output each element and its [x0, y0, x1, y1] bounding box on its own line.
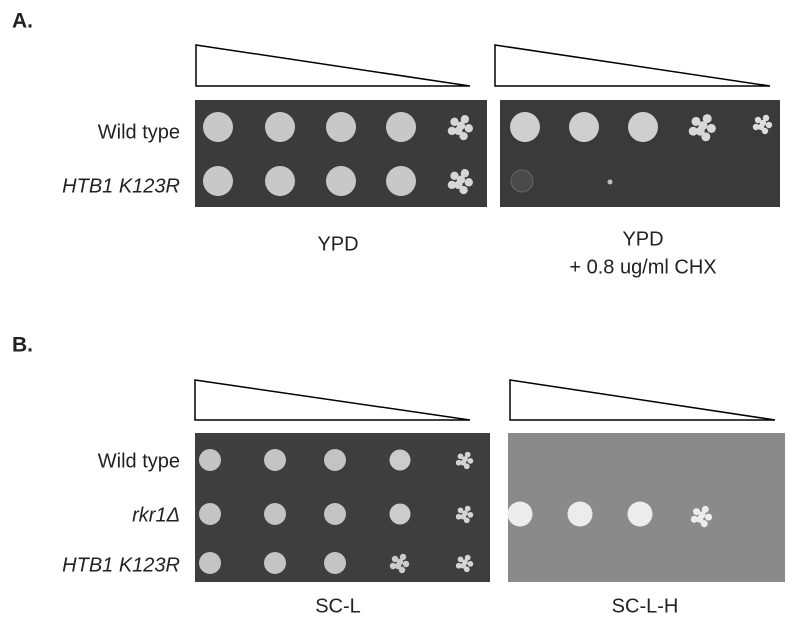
colony-spot — [464, 463, 470, 469]
colony-spot — [608, 180, 613, 185]
plate-caption: YPD — [317, 233, 358, 255]
colony-spot — [691, 516, 698, 523]
colony-spot — [456, 460, 462, 466]
strain-label: Wild type — [98, 121, 180, 143]
colony-spot — [386, 166, 416, 196]
colony-spot — [568, 502, 593, 527]
colony-spot — [464, 566, 470, 572]
plate-caption: SC-L-H — [612, 595, 679, 617]
colony-spot — [448, 181, 456, 189]
colony-spot — [399, 567, 405, 573]
colony-spot — [403, 561, 409, 567]
colony-spot — [462, 559, 468, 565]
strain-label: HTB1 K123R — [62, 554, 180, 576]
colony-spot — [390, 450, 411, 471]
colony-spot — [628, 502, 653, 527]
colony-spot — [766, 122, 772, 128]
colony-spot — [386, 112, 416, 142]
strain-label: HTB1 K123R — [62, 175, 180, 197]
colony-spot — [698, 511, 705, 518]
colony-spot — [264, 552, 286, 574]
dilution-triangle — [510, 380, 775, 420]
figure: A. Wild type HTB1 K123R YPD YPD + 0.8 ug… — [0, 0, 798, 624]
colony-spot — [203, 166, 233, 196]
colony-spot — [701, 132, 710, 141]
strain-label: rkr1Δ — [132, 504, 180, 526]
plate-subcaption: + 0.8 ug/ml CHX — [569, 256, 716, 278]
colony-spot — [326, 112, 356, 142]
colony-spot — [705, 514, 712, 521]
dilution-triangle — [196, 45, 470, 86]
colony-spot — [264, 503, 286, 525]
colony-spot — [753, 124, 759, 130]
colony-spot — [390, 504, 411, 525]
colony-spot — [465, 178, 473, 186]
colony-spot — [324, 449, 346, 471]
colony-spot — [457, 122, 465, 130]
colony-spot — [324, 503, 346, 525]
colony-spot — [462, 456, 468, 462]
colony-spot — [265, 112, 295, 142]
colony-spot — [468, 458, 474, 464]
colony-spot — [199, 552, 221, 574]
colony-spot — [468, 512, 474, 518]
colony-spot — [203, 112, 233, 142]
colony-spot — [508, 502, 533, 527]
colony-spot — [456, 563, 462, 569]
colony-spot — [689, 127, 698, 136]
colony-spot — [397, 559, 403, 565]
colony-spot — [468, 561, 474, 567]
colony-spot — [459, 186, 467, 194]
colony-spot — [628, 112, 658, 142]
colony-spot — [699, 121, 708, 130]
colony-spot — [511, 170, 533, 192]
colony-spot — [462, 510, 468, 516]
colony-spot — [464, 517, 470, 523]
dilution-triangle — [195, 380, 470, 420]
colony-spot — [510, 112, 540, 142]
plate-caption: YPD — [622, 228, 663, 250]
colony-spot — [569, 112, 599, 142]
colony-spot — [456, 514, 462, 520]
strain-label: Wild type — [98, 450, 180, 472]
colony-spot — [760, 120, 766, 126]
colony-spot — [390, 563, 396, 569]
panel-label: A. — [12, 10, 33, 33]
colony-spot — [199, 503, 221, 525]
plate-caption: SC-L — [315, 595, 361, 617]
colony-spot — [457, 176, 465, 184]
panel-label: B. — [12, 334, 33, 357]
colony-spot — [326, 166, 356, 196]
colony-spot — [265, 166, 295, 196]
colony-spot — [707, 124, 716, 133]
colony-spot — [264, 449, 286, 471]
colony-spot — [762, 128, 768, 134]
colony-spot — [459, 132, 467, 140]
colony-spot — [324, 552, 346, 574]
colony-spot — [465, 124, 473, 132]
colony-spot — [701, 520, 708, 527]
dilution-triangle — [495, 45, 770, 86]
colony-spot — [448, 127, 456, 135]
colony-spot — [199, 449, 221, 471]
